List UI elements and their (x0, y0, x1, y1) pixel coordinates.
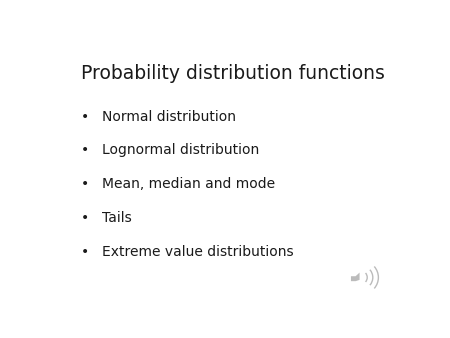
Text: •: • (81, 143, 89, 158)
Text: Extreme value distributions: Extreme value distributions (102, 245, 293, 259)
Text: •: • (81, 177, 89, 191)
Text: Normal distribution: Normal distribution (102, 110, 236, 123)
Text: •: • (81, 211, 89, 225)
Polygon shape (351, 272, 360, 281)
Text: Tails: Tails (102, 211, 131, 225)
Text: Lognormal distribution: Lognormal distribution (102, 143, 259, 158)
Text: •: • (81, 110, 89, 123)
Text: •: • (81, 245, 89, 259)
Text: Probability distribution functions: Probability distribution functions (81, 64, 385, 83)
Text: Mean, median and mode: Mean, median and mode (102, 177, 274, 191)
